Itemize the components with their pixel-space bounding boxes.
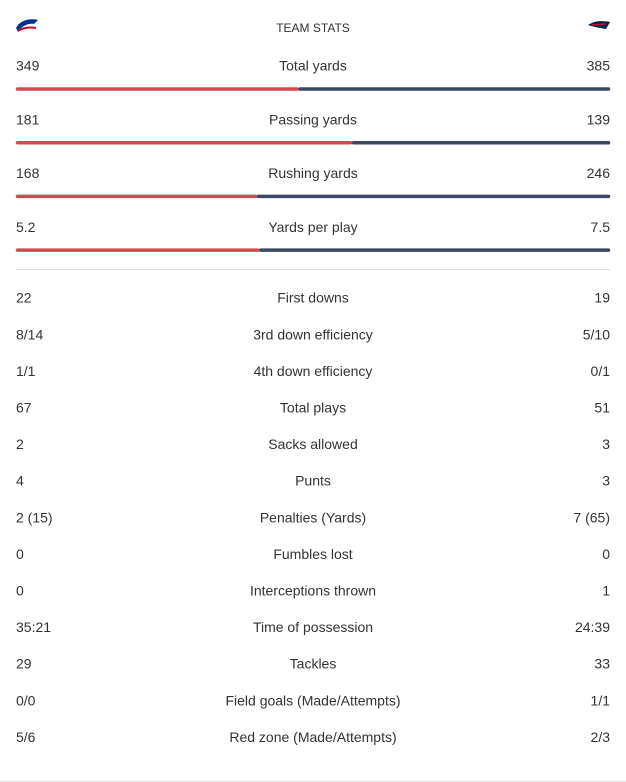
away-value: 0 <box>602 546 610 562</box>
stat-label: Time of possession <box>253 619 373 635</box>
stat-label: Total plays <box>280 400 346 416</box>
stat-label: Sacks allowed <box>268 436 358 452</box>
home-value: 168 <box>16 165 40 181</box>
away-logo <box>588 21 610 29</box>
away-value: 7.5 <box>591 219 611 235</box>
home-value: 2 <box>16 436 24 452</box>
stat-label: Fumbles lost <box>273 546 352 562</box>
away-value: 3 <box>602 473 610 489</box>
away-value: 2/3 <box>591 729 611 745</box>
stat-label: Field goals (Made/Attempts) <box>225 692 400 708</box>
away-value: 139 <box>587 111 611 127</box>
away-value: 5/10 <box>583 326 610 342</box>
home-value: 4 <box>16 473 24 489</box>
stat-label: Rushing yards <box>268 165 358 181</box>
home-value: 5.2 <box>16 219 36 235</box>
stat-label: 4th down efficiency <box>254 363 373 379</box>
away-value: 3 <box>602 436 610 452</box>
stat-label: Red zone (Made/Attempts) <box>229 729 396 745</box>
home-value: 67 <box>16 400 32 416</box>
home-value: 0/0 <box>16 692 36 708</box>
away-value: 24:39 <box>575 619 610 635</box>
home-value: 0 <box>16 583 24 599</box>
away-value: 0/1 <box>591 363 611 379</box>
home-value: 35:21 <box>16 619 51 635</box>
title: TEAM STATS <box>276 21 350 35</box>
away-value: 1/1 <box>591 692 611 708</box>
home-value: 8/14 <box>16 326 43 342</box>
away-value: 1 <box>602 583 610 599</box>
away-value: 33 <box>594 656 610 672</box>
stat-label: First downs <box>277 290 349 306</box>
away-value: 385 <box>587 58 611 74</box>
home-logo <box>16 19 38 32</box>
home-value: 1/1 <box>16 363 36 379</box>
stat-label: Passing yards <box>269 111 357 127</box>
stat-label: Yards per play <box>268 219 357 235</box>
stat-label: 3rd down efficiency <box>253 326 373 342</box>
stat-label: Interceptions thrown <box>250 583 376 599</box>
home-value: 5/6 <box>16 729 36 745</box>
home-value: 0 <box>16 546 24 562</box>
away-value: 246 <box>587 165 611 181</box>
stat-label: Punts <box>295 473 331 489</box>
stat-label: Penalties (Yards) <box>260 509 366 525</box>
away-value: 7 (65) <box>573 509 610 525</box>
stat-label: Total yards <box>279 58 347 74</box>
home-value: 181 <box>16 111 40 127</box>
away-value: 19 <box>594 290 610 306</box>
home-value: 2 (15) <box>16 509 53 525</box>
home-value: 29 <box>16 656 32 672</box>
home-value: 349 <box>16 58 40 74</box>
home-value: 22 <box>16 290 32 306</box>
away-value: 51 <box>594 400 610 416</box>
stat-label: Tackles <box>290 656 337 672</box>
